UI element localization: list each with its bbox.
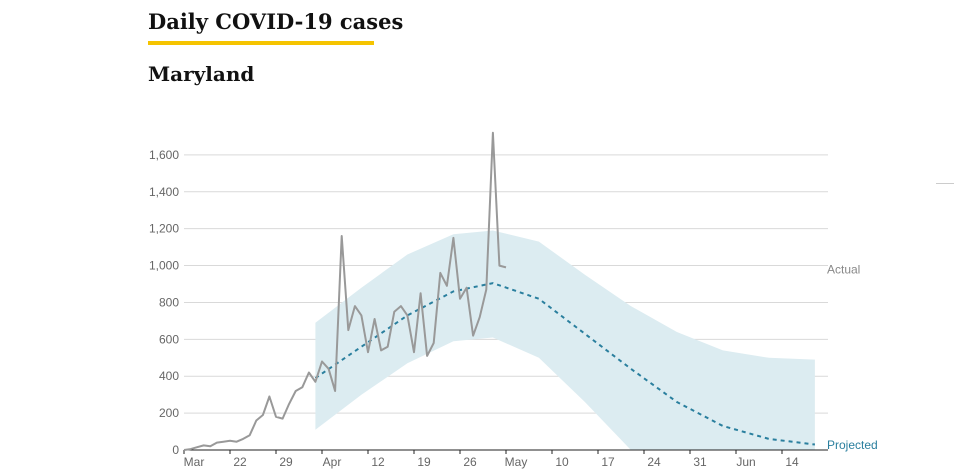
x-tick-label: 12: [371, 455, 385, 469]
x-tick-label: 29: [279, 455, 293, 469]
chart-subtitle: Maryland: [148, 62, 255, 86]
projected-line: [314, 282, 816, 446]
y-tick-label: 600: [159, 332, 179, 346]
x-tick-label: 26: [463, 455, 477, 469]
y-tick-label: 0: [172, 443, 179, 457]
y-tick-label: 1,400: [149, 185, 179, 199]
y-tick-label: 200: [159, 406, 179, 420]
side-rule: [936, 183, 954, 184]
actual-line: [183, 131, 507, 451]
x-tick-label: 24: [647, 455, 661, 469]
projected-series-label: Projected: [827, 438, 878, 452]
y-tick-label: 400: [159, 369, 179, 383]
x-tick-label: 10: [555, 455, 569, 469]
actual-series-label: Actual: [827, 263, 860, 277]
x-tick-label: Apr: [323, 455, 342, 469]
x-tick-label: May: [505, 455, 528, 469]
x-tick-label: 19: [417, 455, 431, 469]
x-tick-label: Jun: [736, 455, 755, 469]
x-tick-label: 31: [693, 455, 707, 469]
y-tick-label: 1,600: [149, 148, 179, 162]
heading-underline: [148, 41, 374, 45]
chart-heading: Daily COVID-19 cases: [148, 9, 404, 34]
y-tick-label: 1,200: [149, 222, 179, 236]
projection-band: [315, 230, 815, 450]
x-tick-label: 22: [233, 455, 247, 469]
y-tick-label: 1,000: [149, 259, 179, 273]
y-axis-ticks: 0 200 400 600 800 1,000 1,200 1,400 1,600: [149, 148, 179, 457]
y-tick-label: 800: [159, 295, 179, 309]
x-tick-label: Mar: [184, 455, 205, 469]
x-tick-label: 17: [601, 455, 615, 469]
x-axis-ticks: Mar 22 29 Apr 12 19 26 May 10 17 24 31 Jun 14: [183, 450, 799, 469]
x-tick-label: 14: [785, 455, 799, 469]
